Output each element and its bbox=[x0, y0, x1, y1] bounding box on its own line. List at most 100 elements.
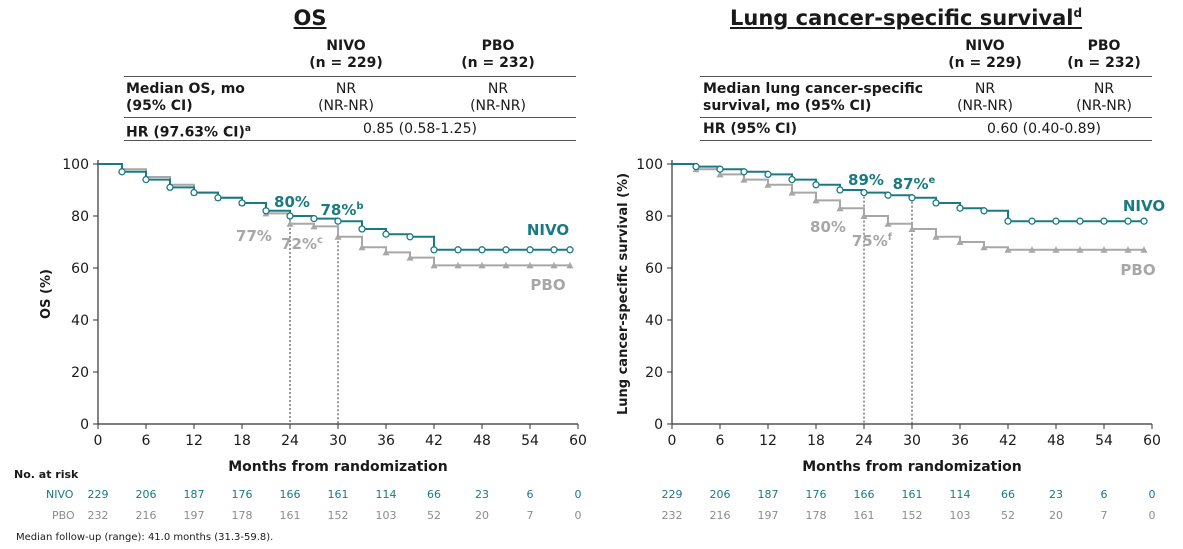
panel1-at-risk-pbo-value: 216 bbox=[709, 509, 731, 522]
panel1-xtick-label: 54 bbox=[1095, 433, 1113, 449]
right-row1-label-line1: Median lung cancer-specific bbox=[703, 81, 924, 97]
panel1-pbo-censor-marker bbox=[1004, 246, 1012, 253]
panel0-at-risk-pbo-value: 7 bbox=[526, 509, 534, 522]
panel0-at-risk-nivo-value: 206 bbox=[135, 488, 157, 501]
left-row2-label: HR (97.63% CI)a bbox=[126, 121, 251, 142]
lcss-title-sup: d bbox=[1073, 6, 1083, 20]
panel1-at-risk-pbo-value: 0 bbox=[1148, 509, 1156, 522]
panel0-nivo-censor-marker bbox=[382, 230, 390, 238]
panel1-annotation-87pct: 87%e bbox=[893, 175, 936, 193]
panel0-pbo-censor-marker bbox=[550, 261, 558, 269]
left-row2-label-sup: a bbox=[244, 124, 251, 134]
panel1-xlabel: Months from randomization bbox=[802, 459, 1021, 475]
panel0-at-risk-pbo-value: 232 bbox=[87, 509, 109, 522]
panel1-pbo-censor-marker bbox=[1140, 246, 1148, 253]
left-col-pbo-n: (n = 232) bbox=[461, 55, 535, 71]
panel0-pbo-censor-marker bbox=[478, 261, 486, 269]
panel0-xtick-label: 36 bbox=[377, 433, 395, 449]
panel0-at-risk-nivo-value: 166 bbox=[279, 488, 301, 501]
panel1-xtick-label: 30 bbox=[903, 433, 921, 449]
panel0-at-risk-pbo-value: 52 bbox=[427, 509, 441, 522]
panel1-annotation-80pct: 80% bbox=[810, 218, 846, 236]
panel1-ytick-label: 80 bbox=[645, 209, 663, 225]
panel0-nivo-censor-marker bbox=[334, 217, 342, 225]
panel1-nivo-censor-marker bbox=[764, 170, 772, 179]
panel1-nivo-censor-marker bbox=[860, 188, 868, 197]
panel1-nivo-censor-marker bbox=[836, 186, 844, 194]
panel1-xtick-label: 6 bbox=[716, 433, 725, 449]
panel1-at-risk-pbo-value: 232 bbox=[661, 509, 683, 522]
panel1-nivo-censor-marker bbox=[1076, 217, 1084, 225]
panel1-at-risk-nivo-value: 114 bbox=[949, 488, 971, 501]
panel1-pbo-censor-marker bbox=[1052, 246, 1060, 253]
at-risk-nivo-label: NIVO bbox=[46, 488, 74, 501]
panel0-xtick-label: 60 bbox=[569, 433, 587, 449]
panel0-pbo-censor-marker bbox=[502, 261, 510, 269]
panel0-xtick-label: 12 bbox=[185, 433, 203, 449]
panel0-pbo-censor-marker bbox=[566, 261, 574, 269]
panel0-nivo-censor-marker bbox=[430, 246, 438, 254]
panel0-nivo-censor-marker bbox=[566, 246, 574, 254]
panel1-nivo-censor-marker bbox=[1140, 217, 1148, 225]
panel0-nivo-censor-marker bbox=[190, 188, 198, 197]
panel1-nivo-censor-marker bbox=[788, 175, 796, 184]
panel0-ytick-label: 100 bbox=[62, 157, 89, 173]
panel0-legend-pbo: PBO bbox=[530, 276, 565, 294]
panel1-at-risk-nivo-value: 23 bbox=[1049, 488, 1063, 501]
panel1-at-risk-pbo-value: 152 bbox=[901, 509, 923, 522]
panel1-pbo-censor-marker bbox=[764, 181, 772, 188]
panel0-nivo-censor-marker bbox=[238, 199, 246, 207]
left-row1-nivo-val: NR bbox=[335, 81, 357, 97]
panel0-at-risk-nivo-value: 161 bbox=[327, 488, 349, 501]
panel1-at-risk-nivo-value: 161 bbox=[901, 488, 923, 501]
panel0-pbo-censor-marker bbox=[358, 243, 366, 251]
panel0-nivo-censor-marker bbox=[502, 246, 510, 254]
panel1-pbo-censor-marker bbox=[980, 243, 988, 251]
at-risk-label: No. at risk bbox=[14, 468, 79, 481]
panel0-at-risk-pbo-value: 103 bbox=[375, 509, 397, 522]
panel1-pbo-censor-marker bbox=[836, 204, 844, 212]
left-row2-value: 0.85 (0.58-1.25) bbox=[363, 121, 477, 137]
right-row1-pbo-val: NR bbox=[1093, 81, 1115, 97]
right-table-rule-bottom bbox=[700, 140, 1152, 141]
right-row1-pbo: NR (NR-NR) bbox=[1054, 81, 1154, 115]
panel0-nivo-censor-marker bbox=[166, 183, 174, 192]
panel0-annotation-78pct: 78%b bbox=[320, 201, 363, 219]
panel1-pbo-censor-marker bbox=[812, 196, 820, 204]
panel0-xtick-label: 30 bbox=[329, 433, 347, 449]
os-title: OS bbox=[293, 6, 327, 30]
panel0-at-risk-nivo-value: 229 bbox=[87, 488, 109, 501]
panel1-xtick-label: 0 bbox=[668, 433, 677, 449]
panel0-nivo-censor-marker bbox=[286, 212, 294, 220]
panel1-pbo-censor-marker bbox=[860, 212, 868, 219]
right-col-pbo-name: PBO bbox=[1087, 38, 1121, 54]
panel0-annotation-77pct: 77% bbox=[236, 227, 272, 245]
panel0-xtick-label: 18 bbox=[233, 433, 251, 449]
panel0-nivo-censor-marker bbox=[526, 246, 534, 254]
panel0-nivo-censor-marker bbox=[406, 233, 414, 241]
panel1-nivo-censor-marker bbox=[1100, 217, 1108, 225]
panel1-ytick-label: 100 bbox=[636, 157, 663, 173]
panel1-nivo-censor-marker bbox=[884, 191, 892, 199]
left-row1-nivo-ci: (NR-NR) bbox=[318, 98, 374, 114]
panel0-nivo-censor-marker bbox=[214, 194, 222, 202]
panel0-ytick-label: 0 bbox=[80, 417, 89, 433]
panel1-at-risk-pbo-value: 52 bbox=[1001, 509, 1015, 522]
panel0-at-risk-nivo-value: 66 bbox=[427, 488, 441, 501]
footnote: Median follow-up (range): 41.0 months (3… bbox=[16, 532, 274, 543]
right-col-pbo-header: PBO (n = 232) bbox=[1054, 38, 1154, 72]
right-row1-label-line2: survival, mo (95% CI) bbox=[703, 98, 872, 114]
panel1-at-risk-nivo-value: 166 bbox=[853, 488, 875, 501]
panel1-pbo-censor-marker bbox=[740, 176, 748, 183]
left-row1-pbo-ci: (NR-NR) bbox=[470, 98, 526, 114]
panel1-at-risk-pbo-value: 197 bbox=[757, 509, 779, 522]
panel1-pbo-censor-marker bbox=[788, 189, 796, 196]
panel0-xtick-label: 0 bbox=[94, 433, 103, 449]
panel0-at-risk-nivo-value: 187 bbox=[183, 488, 205, 501]
panel1-ytick-label: 0 bbox=[654, 417, 663, 433]
right-row1-nivo: NR (NR-NR) bbox=[935, 81, 1035, 115]
panel1-nivo-censor-marker bbox=[908, 194, 916, 202]
panel1-xtick-label: 24 bbox=[855, 433, 873, 449]
panel1-at-risk-nivo-value: 176 bbox=[805, 488, 827, 501]
panel1-nivo-censor-marker bbox=[1028, 217, 1036, 225]
